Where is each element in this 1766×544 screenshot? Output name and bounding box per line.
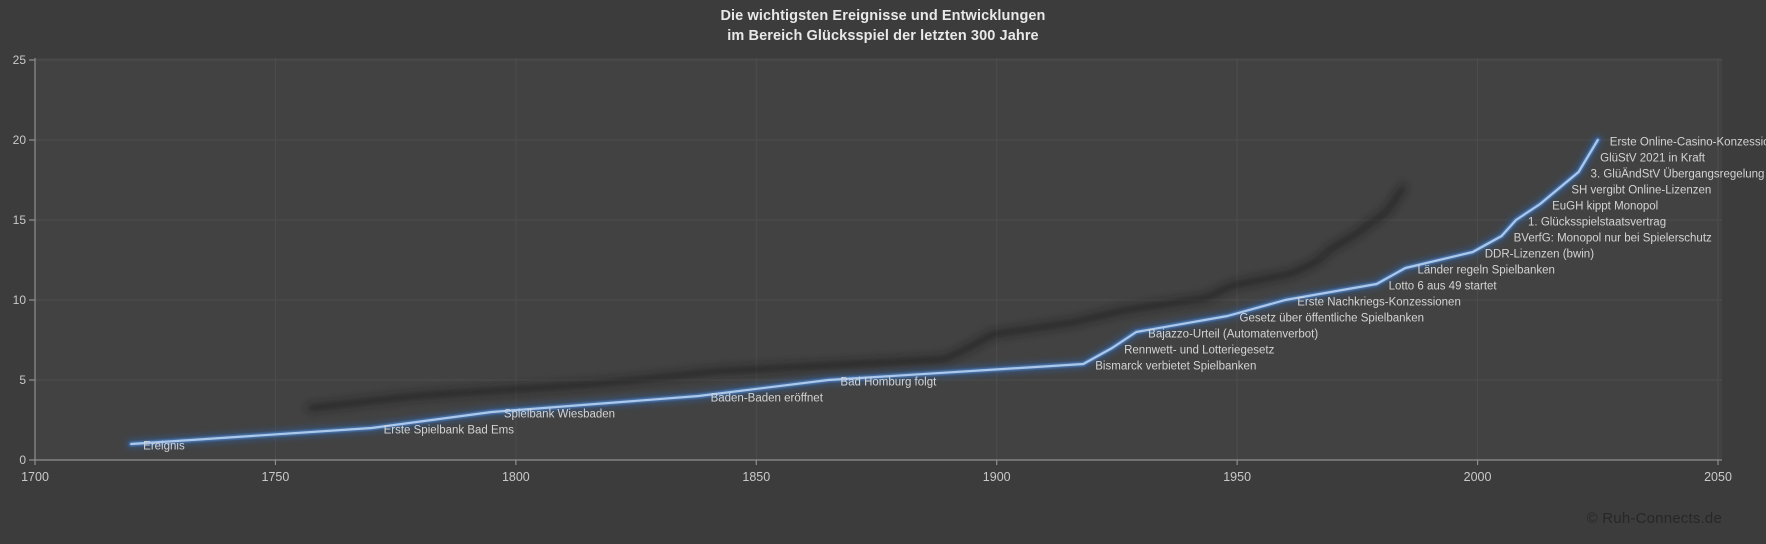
- x-tick-label: 1700: [21, 470, 49, 484]
- event-label: Lotto 6 aus 49 startet: [1389, 281, 1498, 293]
- x-tick-label: 2000: [1464, 470, 1492, 484]
- event-label: Ereignis: [143, 441, 185, 453]
- event-label: Gesetz über öffentliche Spielbanken: [1240, 313, 1425, 325]
- x-tick-label: 1750: [262, 470, 290, 484]
- x-tick-label: 2050: [1704, 470, 1732, 484]
- event-label: EuGH kippt Monopol: [1552, 201, 1658, 213]
- y-tick-label: 5: [19, 373, 26, 387]
- x-tick-label: 1950: [1223, 470, 1251, 484]
- y-tick-label: 10: [13, 293, 27, 307]
- x-tick-label: 1800: [502, 470, 530, 484]
- event-label: 3. GlüÄndStV Übergangsregelung: [1591, 169, 1765, 181]
- y-tick-label: 20: [13, 133, 27, 147]
- event-label: DDR-Lizenzen (bwin): [1485, 249, 1594, 261]
- y-tick-label: 25: [13, 53, 27, 67]
- y-tick-label: 15: [13, 213, 27, 227]
- event-label: Länder regeln Spielbanken: [1417, 265, 1554, 277]
- event-label: Baden-Baden eröffnet: [711, 393, 824, 405]
- credit-text: © Ruh-Connects.de: [1586, 510, 1722, 527]
- event-label: Spielbank Wiesbaden: [504, 409, 615, 421]
- event-label: Rennwett- und Lotteriegesetz: [1124, 345, 1274, 357]
- event-label: Bismarck verbietet Spielbanken: [1095, 361, 1256, 373]
- series-line: [130, 138, 1599, 446]
- event-label: BVerfG: Monopol nur bei Spielerschutz: [1514, 233, 1712, 245]
- series-shadow: [306, 184, 1407, 412]
- event-label: Erste Nachkriegs-Konzessionen: [1297, 297, 1461, 309]
- event-label: Bajazzo-Urteil (Automatenverbot): [1148, 329, 1318, 341]
- event-label: SH vergibt Online-Lizenzen: [1571, 185, 1711, 197]
- y-tick-label: 0: [19, 453, 26, 467]
- x-tick-label: 1850: [742, 470, 770, 484]
- x-tick-label: 1900: [983, 470, 1011, 484]
- event-label: Erste Online-Casino-Konzessionen: [1610, 137, 1766, 149]
- chart-title-line1: Die wichtigsten Ereignisse und Entwicklu…: [720, 8, 1046, 24]
- chart-title: Die wichtigsten Ereignisse und Entwicklu…: [0, 6, 1766, 46]
- event-label: GlüStV 2021 in Kraft: [1600, 153, 1706, 165]
- plot-background: [35, 58, 1722, 460]
- event-label: Erste Spielbank Bad Ems: [384, 425, 515, 437]
- event-label: Bad Homburg folgt: [840, 377, 937, 389]
- event-label: 1. Glücksspielstaatsvertrag: [1528, 217, 1666, 229]
- chart-title-line2: im Bereich Glücksspiel der letzten 300 J…: [727, 28, 1039, 44]
